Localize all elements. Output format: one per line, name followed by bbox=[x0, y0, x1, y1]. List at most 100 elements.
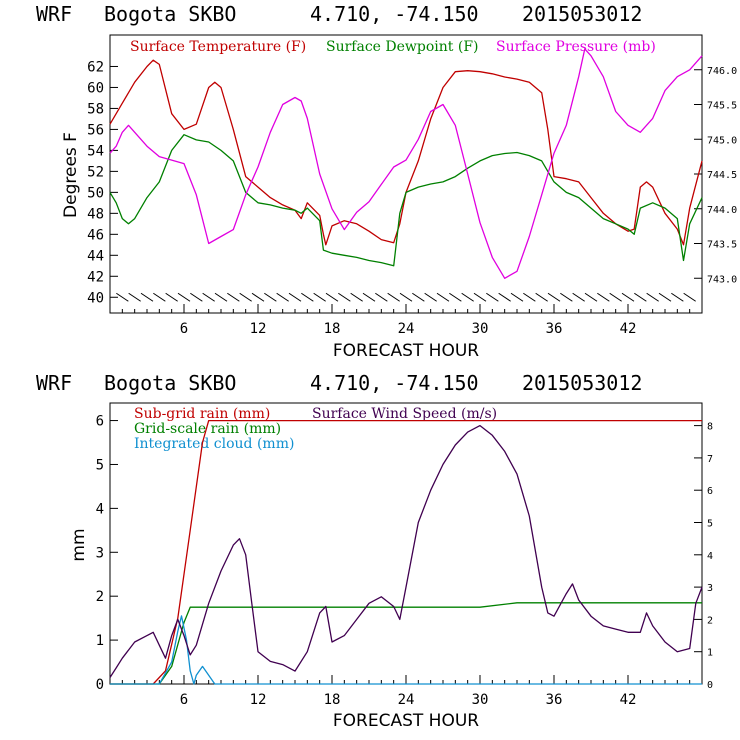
y-tick-label: 4 bbox=[96, 501, 104, 517]
series-line-surface-pressure-mb bbox=[109, 48, 703, 279]
y2-tick-label: 744.0 bbox=[707, 205, 737, 216]
panel1-station: Bogota SKBO bbox=[104, 2, 236, 26]
wind-barb bbox=[609, 292, 622, 302]
y-tick-label: 5 bbox=[96, 457, 104, 473]
panel2-series bbox=[109, 419, 703, 685]
wind-barb bbox=[510, 292, 524, 302]
panel2-legend: Sub-grid rain (mm) Grid-scale rain (mm) … bbox=[134, 406, 497, 452]
wind-barb bbox=[251, 292, 265, 302]
series-line-surface-wind-speed-m-s bbox=[109, 424, 703, 678]
y-tick-label: 46 bbox=[87, 227, 104, 243]
wind-barb bbox=[412, 292, 425, 302]
x-tick-label: 42 bbox=[620, 321, 637, 337]
wind-barb bbox=[671, 292, 684, 302]
panel1-header: WRF Bogota SKBO 4.710, -74.150 201505301… bbox=[36, 2, 642, 26]
panel1-ylabel: Degrees F bbox=[61, 132, 81, 218]
x-tick-label: 36 bbox=[546, 692, 563, 708]
y2-tick-label: 3 bbox=[707, 583, 713, 594]
panel2-y2-axis: 0 1 2 3 4 5 6 7 8 bbox=[694, 422, 713, 691]
x-tick-label: 12 bbox=[250, 692, 267, 708]
wind-barb bbox=[424, 292, 437, 302]
wind-barb bbox=[301, 292, 314, 302]
legend-surface-dewpoint: Surface Dewpoint (F) bbox=[326, 39, 479, 55]
y-tick-label: 42 bbox=[87, 269, 104, 285]
y-tick-label: 58 bbox=[87, 101, 104, 117]
wind-barb bbox=[658, 292, 672, 302]
x-tick-label: 12 bbox=[250, 321, 267, 337]
y2-tick-label: 8 bbox=[707, 422, 713, 433]
panel1-model: WRF bbox=[36, 2, 72, 26]
series-line-sub-grid-rain-mm bbox=[110, 419, 702, 685]
wind-barb bbox=[634, 292, 647, 302]
panel2-x-axis: 6 12 18 24 30 36 42 bbox=[121, 675, 691, 708]
series-line-grid-scale-rain-mm bbox=[110, 602, 702, 685]
wind-barb bbox=[227, 292, 240, 302]
series-line-surface-temperature-f bbox=[109, 59, 703, 246]
y2-tick-label: 4 bbox=[707, 551, 713, 562]
panel1-coords: 4.710, -74.150 bbox=[310, 2, 479, 26]
y-tick-label: 1 bbox=[96, 633, 104, 649]
y2-tick-label: 2 bbox=[707, 615, 713, 626]
x-tick-label: 18 bbox=[324, 321, 341, 337]
y-tick-label: 3 bbox=[96, 545, 104, 561]
panel1-run: 2015053012 bbox=[522, 2, 642, 26]
legend-subgrid-rain: Sub-grid rain (mm) bbox=[134, 406, 270, 422]
y-tick-label: 60 bbox=[87, 80, 104, 96]
legend-surface-pressure: Surface Pressure (mb) bbox=[496, 39, 656, 55]
panel2-header: WRF Bogota SKBO 4.710, -74.150 201505301… bbox=[36, 371, 642, 395]
wind-barb bbox=[387, 292, 400, 302]
wind-barb bbox=[597, 292, 610, 302]
wind-barb bbox=[473, 292, 487, 302]
panel1-x-axis: 6 12 18 24 30 36 42 bbox=[121, 304, 691, 337]
y2-tick-label: 746.0 bbox=[707, 66, 737, 77]
wind-barb bbox=[535, 292, 548, 302]
panel1-y2-axis: 743.0 743.5 744.0 744.5 745.0 745.5 746.0 bbox=[694, 66, 737, 285]
series-line-integrated-cloud-mm bbox=[110, 615, 702, 685]
wind-barb bbox=[313, 292, 326, 302]
legend-surface-temperature: Surface Temperature (F) bbox=[130, 39, 306, 55]
wind-barb bbox=[584, 292, 598, 302]
panel1-xlabel: FORECAST HOUR bbox=[333, 341, 479, 361]
wind-barb bbox=[375, 292, 388, 302]
y2-tick-label: 743.5 bbox=[707, 240, 737, 251]
panel2-ylabel: mm bbox=[69, 528, 89, 561]
wind-barb bbox=[523, 292, 536, 302]
wind-barb bbox=[486, 292, 499, 302]
y-tick-label: 48 bbox=[87, 206, 104, 222]
wind-barb bbox=[153, 292, 166, 302]
y2-tick-label: 0 bbox=[707, 680, 713, 691]
panel2-y-axis: 0 1 2 3 4 5 6 bbox=[96, 414, 118, 693]
wind-barb bbox=[572, 292, 585, 302]
wind-barb bbox=[288, 292, 302, 302]
wind-barb bbox=[276, 292, 289, 302]
wind-barb bbox=[140, 292, 154, 302]
y-tick-label: 62 bbox=[87, 59, 104, 75]
series-line-surface-dewpoint-f bbox=[109, 134, 703, 267]
panel1-wind-barbs bbox=[116, 292, 696, 302]
wind-barb bbox=[547, 292, 561, 302]
y-tick-label: 56 bbox=[87, 122, 104, 138]
legend-gridscale-rain: Grid-scale rain (mm) bbox=[134, 421, 281, 437]
y-tick-label: 6 bbox=[96, 414, 104, 430]
panel2-xlabel: FORECAST HOUR bbox=[333, 711, 479, 731]
wind-barb bbox=[646, 292, 659, 302]
wind-barb bbox=[399, 292, 413, 302]
wind-barb bbox=[214, 292, 228, 302]
wind-barb bbox=[177, 292, 191, 302]
x-tick-label: 6 bbox=[180, 321, 188, 337]
y2-tick-label: 745.0 bbox=[707, 135, 737, 146]
y2-tick-label: 744.5 bbox=[707, 170, 737, 181]
x-tick-label: 18 bbox=[324, 692, 341, 708]
wind-barb bbox=[202, 292, 215, 302]
y-tick-label: 40 bbox=[87, 290, 104, 306]
panel2-coords: 4.710, -74.150 bbox=[310, 371, 479, 395]
y2-tick-label: 7 bbox=[707, 454, 713, 465]
panel1-series bbox=[109, 48, 703, 279]
x-tick-label: 36 bbox=[546, 321, 563, 337]
panel2-station: Bogota SKBO bbox=[104, 371, 236, 395]
panel1-frame bbox=[109, 34, 703, 314]
y2-tick-label: 6 bbox=[707, 486, 713, 497]
y-tick-label: 44 bbox=[87, 248, 104, 264]
wind-barb bbox=[461, 292, 474, 302]
